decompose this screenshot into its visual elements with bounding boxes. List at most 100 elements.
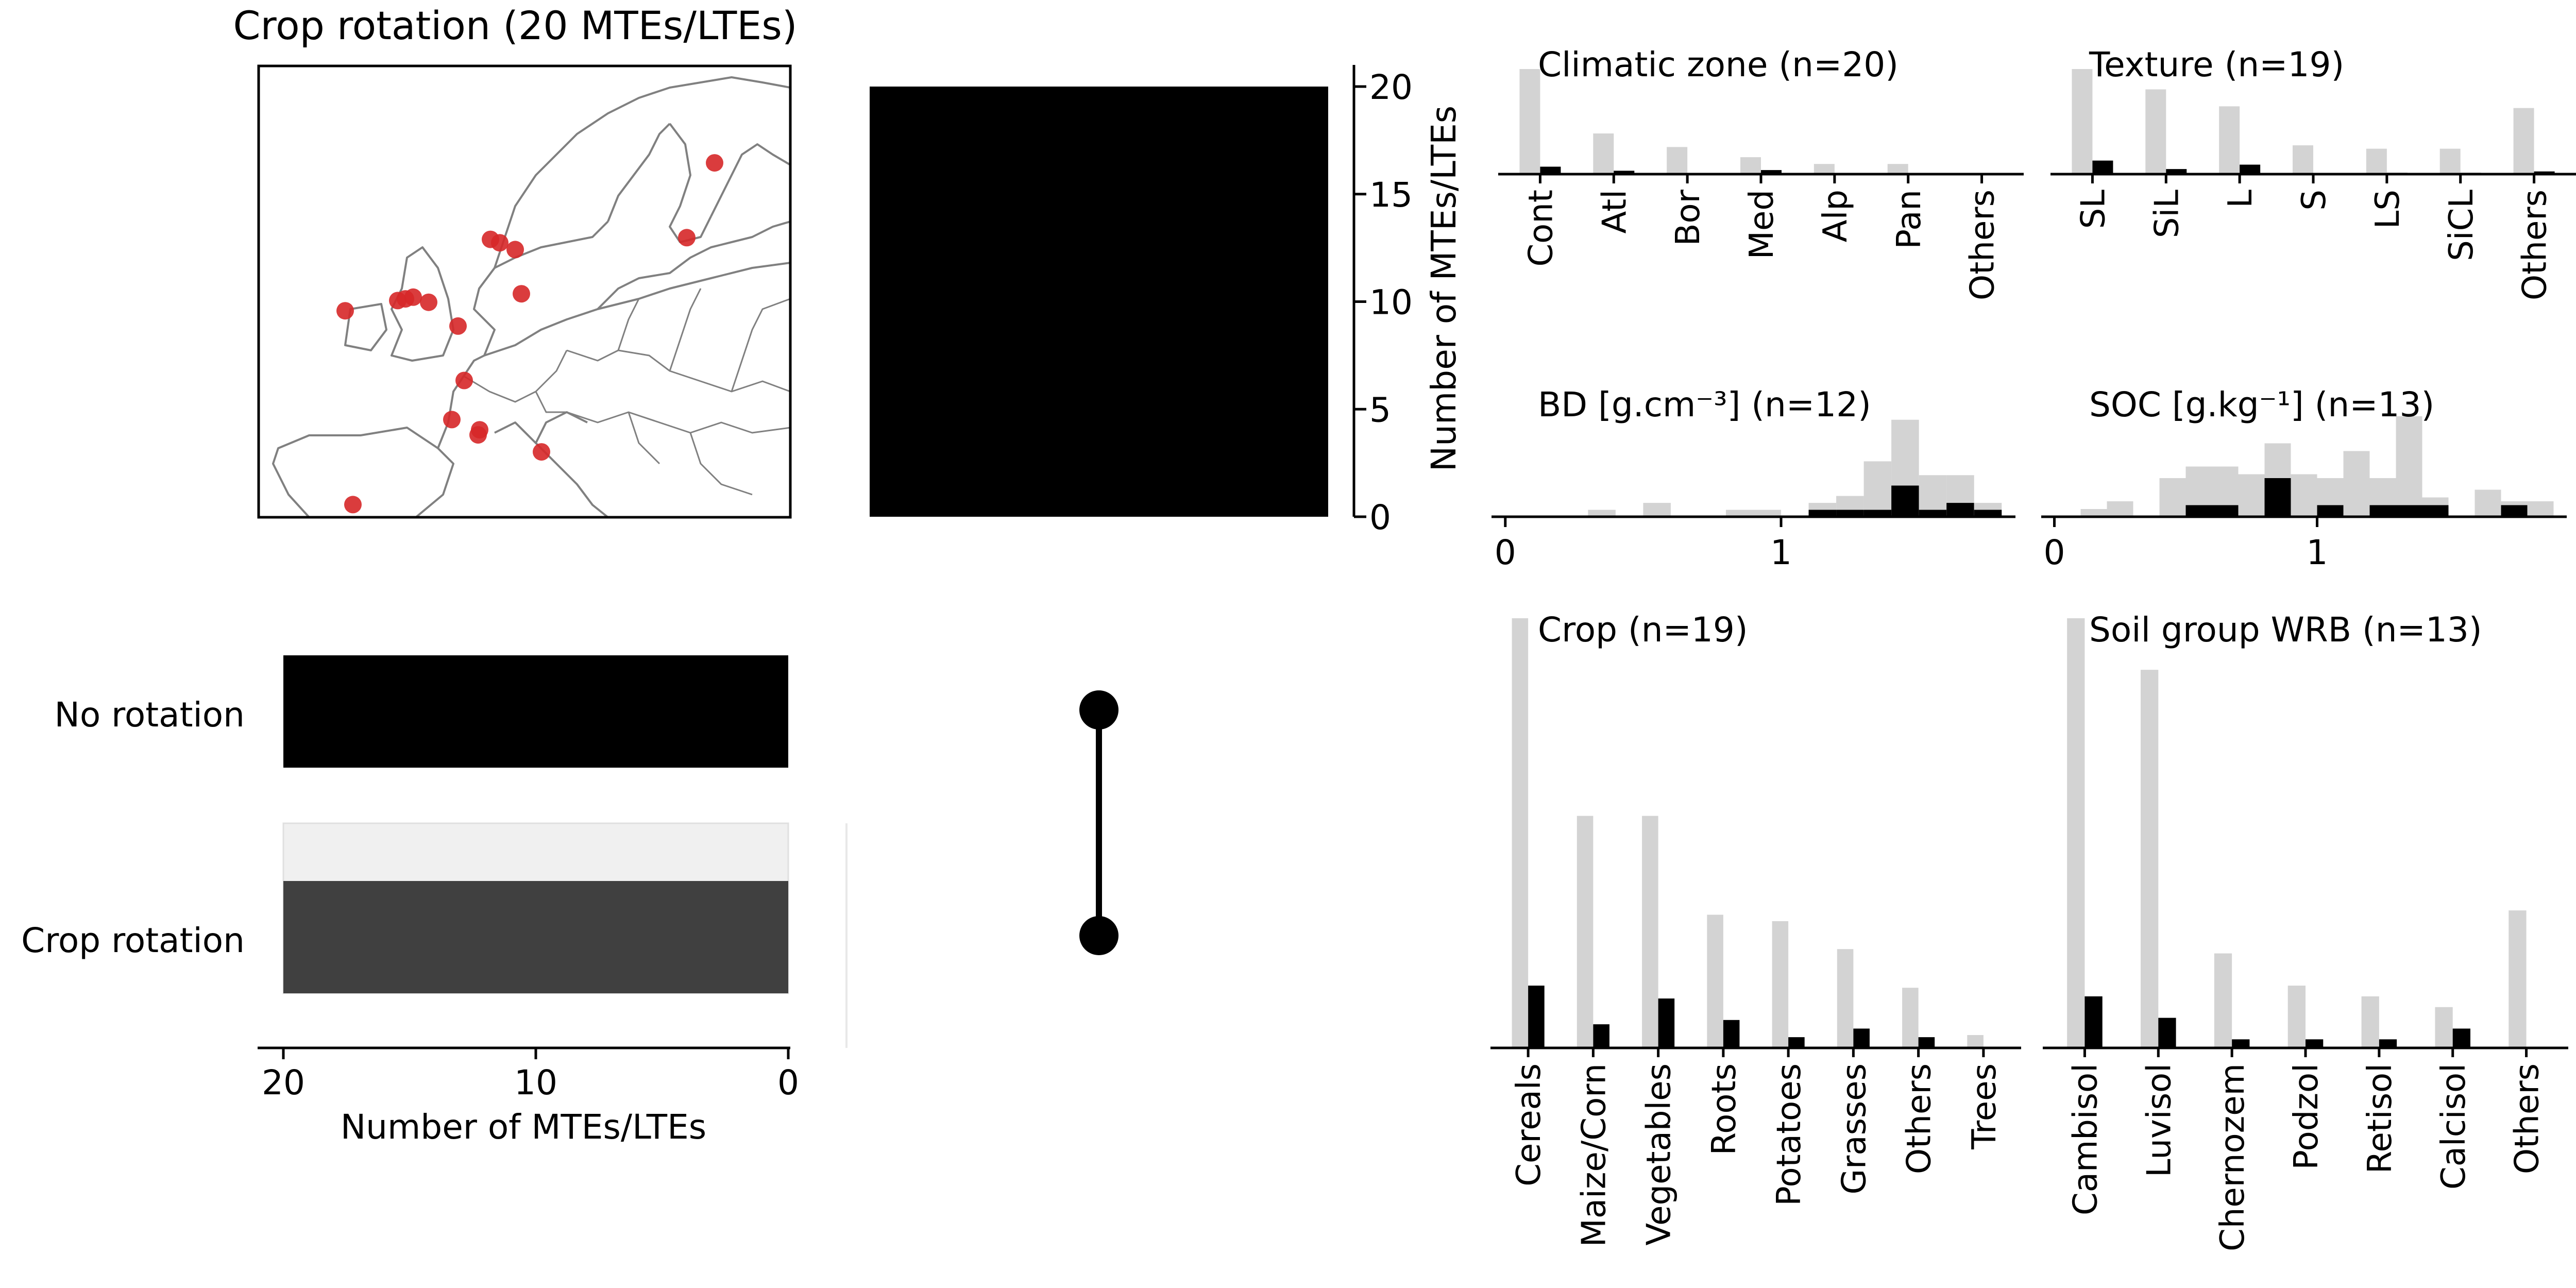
soil-x-tick-label: Others [2509, 1063, 2547, 1174]
climatic-x-tick-label: Atl [1596, 190, 1634, 234]
soil-x-tick-label: Podzol [2287, 1063, 2326, 1170]
soil-x-tick-label: Chernozem [2214, 1063, 2252, 1251]
soc-bin-background [2396, 416, 2422, 517]
soc-bin-foreground [2396, 505, 2422, 517]
map-site-marker [678, 229, 696, 247]
soc-chart: 0 1 SOC [g.kg⁻¹] (n=13) [2041, 385, 2567, 572]
climatic-bar-foreground [1614, 171, 1635, 174]
crop-bar-foreground [1528, 986, 1545, 1048]
soc-x-tick-label: 1 [2307, 533, 2328, 572]
soil-bar-foreground [2158, 1018, 2176, 1048]
soil-bar-background [2141, 670, 2159, 1048]
soil-bar-foreground [2306, 1039, 2324, 1048]
bd-bin-background [1588, 510, 1616, 517]
crop-x-tick-label: Vegetables [1640, 1063, 1679, 1246]
soc-bin-background [2343, 451, 2370, 517]
bd-bin-foreground [1836, 510, 1864, 517]
map-site-marker [533, 443, 550, 461]
bd-bin-foreground [1919, 510, 1947, 517]
climatic-bar-background [1593, 133, 1614, 174]
map-site-marker [506, 241, 524, 259]
intersection-y-tick-label: 15 [1369, 175, 1413, 215]
set-size-x-tick-label: 10 [514, 1063, 557, 1103]
soil-bar-background [2214, 953, 2232, 1048]
bd-bin-background [1863, 461, 1892, 517]
texture-x-tick-label: SL [2074, 190, 2112, 229]
climatic-bar-background [1519, 69, 1540, 174]
texture-bar-background [2366, 148, 2387, 174]
climatic-x-tick-label: Med [1743, 190, 1781, 259]
texture-bar-background [2513, 108, 2534, 174]
crop-x-tick-label: Trees [1965, 1063, 2004, 1150]
map-site-marker [706, 154, 723, 172]
europe-map [257, 64, 792, 519]
map-site-marker [344, 496, 362, 514]
intersection-y-tick-label: 10 [1369, 283, 1413, 323]
soil-group-chart: Cambisol Luvisol Chernozem Podzol Retisol Cal… [2043, 610, 2568, 1251]
bd-bin-foreground [1891, 485, 1919, 517]
climatic-bar-background [1814, 164, 1835, 174]
bd-title: BD [g.cm⁻³] (n=12) [1538, 385, 1871, 425]
map-coastline-baltic [597, 143, 790, 310]
crop-bar-background [1837, 949, 1854, 1048]
texture-x-tick-label: LS [2369, 190, 2407, 229]
soil-bar-background [2067, 618, 2085, 1048]
map-frame [257, 64, 792, 519]
soil-bar-foreground [2084, 996, 2103, 1048]
crop-bar-background [1772, 921, 1789, 1048]
climatic-title: Climatic zone (n=20) [1538, 45, 1899, 84]
texture-x-tick-label: SiCL [2443, 190, 2481, 261]
texture-x-tick-label: S [2295, 190, 2333, 211]
climatic-zone-chart: Cont Atl Bor Med Alp Pan Others Climatic zone (… [1498, 45, 2024, 300]
crop-bar-foreground [1918, 1037, 1935, 1048]
soc-bin-foreground [2369, 505, 2396, 517]
bd-bin-foreground [1808, 510, 1837, 517]
soc-bin-foreground [2185, 505, 2212, 517]
crop-bar-foreground [1658, 998, 1675, 1048]
figure-title: Crop rotation (20 MTEs/LTEs) [233, 3, 797, 48]
texture-bar-background [2072, 69, 2093, 174]
bd-x-tick-label: 0 [1495, 533, 1516, 572]
map-site-marker [404, 288, 422, 306]
crop-bar-background [1512, 618, 1529, 1048]
soil-bar-foreground [2232, 1039, 2250, 1048]
crop-bar-foreground [1723, 1020, 1740, 1048]
climatic-x-tick-label: Bor [1669, 189, 1707, 246]
texture-x-tick-label: Others [2516, 190, 2554, 300]
climatic-x-tick-label: Others [1964, 190, 2002, 300]
set-size-x-tick-label: 0 [777, 1063, 799, 1103]
map-site-marker [491, 234, 509, 252]
map-site-marker [455, 371, 473, 389]
bulk-density-chart: 0 1 BD [g.cm⁻³] (n=12) [1492, 385, 2015, 572]
intersection-bar [870, 87, 1328, 517]
set-label: Crop rotation [21, 921, 245, 960]
bd-bin-foreground [1974, 510, 2002, 517]
soc-bin-background [2291, 474, 2317, 517]
map-site-marker [469, 426, 487, 444]
soc-bin-background [2107, 501, 2133, 517]
set-size-chart: No rotation Crop rotation 20 10 0 Number of M… [21, 655, 799, 1147]
crop-x-tick-label: Potatoes [1770, 1063, 1808, 1206]
texture-bar-background [2293, 145, 2313, 174]
soil-bar-background [2509, 910, 2527, 1048]
soil-x-tick-label: Luvisol [2140, 1063, 2178, 1177]
bd-bin-background [1643, 503, 1671, 517]
soc-bin-background [2159, 478, 2186, 517]
map-site-marker [443, 411, 461, 429]
map-coastline-continent [437, 221, 790, 449]
crop-bar-background [1967, 1035, 1984, 1048]
soil-x-tick-label: Calcisol [2435, 1063, 2473, 1190]
soc-bin-foreground [2422, 505, 2449, 517]
crop-bar-background [1642, 816, 1658, 1048]
intersection-bar-chart: 0 5 10 15 20 Number of MTEs/LTEs [870, 65, 1464, 537]
texture-title: Texture (n=19) [2089, 45, 2344, 84]
soc-x-tick-label: 0 [2044, 533, 2065, 572]
map-coastline-italy [494, 411, 609, 517]
soc-bin-background [2475, 489, 2501, 517]
soil-x-tick-label: Cambisol [2066, 1063, 2105, 1215]
intersection-y-tick-label: 20 [1369, 67, 1413, 107]
map-site-marker [449, 317, 467, 335]
intersection-matrix [1079, 690, 1118, 955]
crop-x-tick-label: Others [1901, 1063, 1939, 1174]
